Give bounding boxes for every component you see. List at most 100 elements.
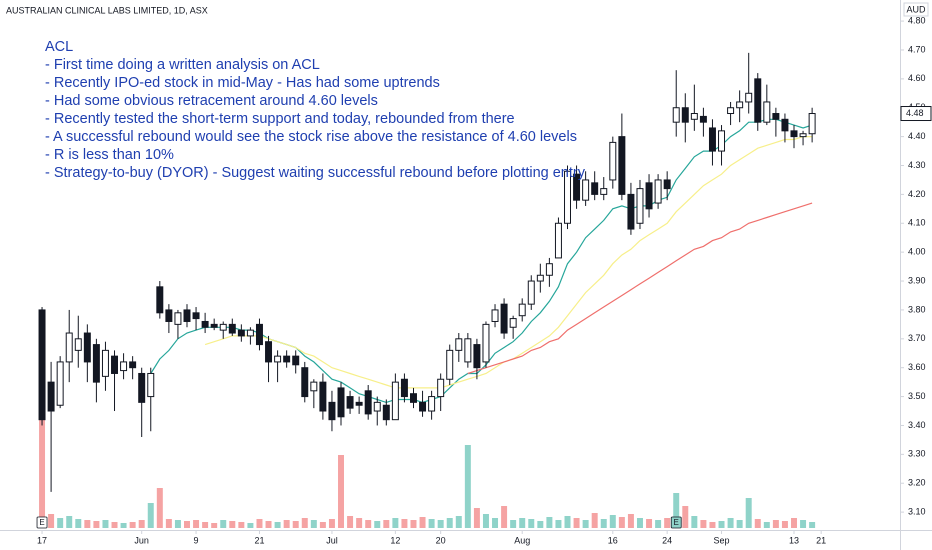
candle-body: [654, 179, 662, 204]
volume-bar: [627, 514, 634, 528]
volume-bar: [745, 498, 752, 528]
candle-body: [591, 182, 599, 195]
candle-body: [473, 344, 481, 369]
volume-bar: [727, 518, 734, 528]
candle-body: [364, 390, 372, 415]
volume-bar: [292, 521, 299, 528]
volume-bar: [492, 518, 499, 528]
candle-body: [38, 309, 46, 421]
volume-bar: [791, 518, 797, 528]
annotation-line: - R is less than 10%: [45, 147, 174, 163]
y-tick-label: 4.40: [908, 131, 926, 141]
volume-bar: [482, 514, 489, 528]
candle-body: [727, 107, 735, 115]
annotation-line: - Recently tested the short-term support…: [45, 111, 515, 127]
candle-body: [564, 170, 571, 224]
volume-bar: [646, 519, 653, 528]
candle-layer: [38, 52, 816, 492]
last-price-box: [900, 106, 932, 122]
volume-bar: [673, 493, 680, 528]
volume-bar: [446, 518, 453, 528]
volume-bar: [102, 520, 109, 528]
candle-body: [790, 130, 798, 138]
y-tick-label: 4.70: [908, 44, 926, 54]
volume-bar: [709, 522, 716, 528]
volume-bar: [455, 516, 462, 528]
volume-bar: [501, 506, 508, 528]
candle-body: [745, 92, 753, 103]
candle-body: [663, 179, 671, 190]
volume-bar: [410, 520, 417, 528]
volume-bar: [120, 523, 127, 528]
candle-body: [428, 396, 436, 412]
volume-bar: [537, 521, 544, 528]
volume-bar: [328, 519, 335, 528]
volume-bar: [57, 518, 64, 528]
volume-bar: [664, 518, 671, 528]
volume-bar: [546, 517, 553, 528]
volume-bar: [365, 520, 372, 528]
volume-bar: [193, 520, 200, 528]
candle-body: [554, 222, 562, 259]
volume-bar: [256, 519, 263, 528]
candle-body: [419, 401, 427, 412]
x-tick-label: 16: [608, 535, 618, 545]
candle-body: [500, 303, 508, 334]
x-tick-label: Aug: [514, 535, 530, 545]
moving-average: [467, 202, 813, 375]
candle-body: [600, 188, 608, 195]
volume-bar: [138, 520, 145, 528]
y-tick-label: 4.60: [908, 73, 926, 83]
candle-body: [636, 188, 644, 224]
candle-body: [47, 381, 55, 412]
y-tick-label: 4.80: [908, 15, 926, 25]
candle-body: [382, 404, 390, 421]
candle-body: [147, 372, 155, 398]
volume-bar: [220, 520, 227, 528]
annotation-line: - A successful rebound would see the sto…: [45, 129, 577, 145]
currency-box: [903, 2, 929, 17]
candle-body: [409, 393, 417, 403]
volume-bar: [718, 521, 725, 528]
event-marker: [36, 516, 48, 529]
x-tick-label: Jul: [326, 535, 338, 545]
volume-bar: [66, 516, 73, 528]
volume-bar: [437, 520, 444, 528]
candle-body: [736, 101, 744, 109]
axes-layer: 3.10 3.20 3.30 3.40 3.50 3.60 3.70 3.80 3.90 4.00…: [36, 15, 932, 545]
candle-body: [201, 320, 209, 328]
event-label: E: [674, 518, 679, 527]
candle-body: [609, 141, 617, 181]
candle-body: [101, 349, 109, 377]
volume-bar: [528, 519, 535, 528]
volume-bar: [310, 520, 317, 528]
annotation-line: - First time doing a written analysis on…: [45, 57, 320, 73]
candle-body: [210, 323, 218, 328]
volume-bar: [265, 521, 272, 528]
volume-bar: [39, 420, 46, 528]
candle-body: [536, 274, 544, 282]
last-price: 4.48: [906, 108, 924, 118]
volume-bar: [247, 523, 254, 528]
candle-body: [74, 338, 82, 351]
volume-bar: [356, 518, 363, 528]
candle-body: [491, 309, 499, 322]
candle-body: [808, 113, 816, 135]
candle-body: [355, 401, 363, 406]
volume-bar: [772, 520, 779, 528]
volume-bar: [274, 522, 281, 528]
candle-body: [509, 318, 517, 328]
volume-bar: [428, 519, 435, 528]
candle-body: [391, 381, 399, 421]
candle-body: [129, 361, 137, 369]
candle-body: [174, 312, 182, 325]
x-tick-label: Sep: [714, 535, 730, 545]
volume-bar: [555, 520, 562, 528]
candle-body: [437, 378, 445, 398]
candle-body: [718, 130, 726, 152]
candle-body: [192, 312, 200, 320]
candle-body: [56, 361, 64, 406]
candle-body: [337, 387, 345, 418]
volume-bar: [636, 518, 643, 528]
